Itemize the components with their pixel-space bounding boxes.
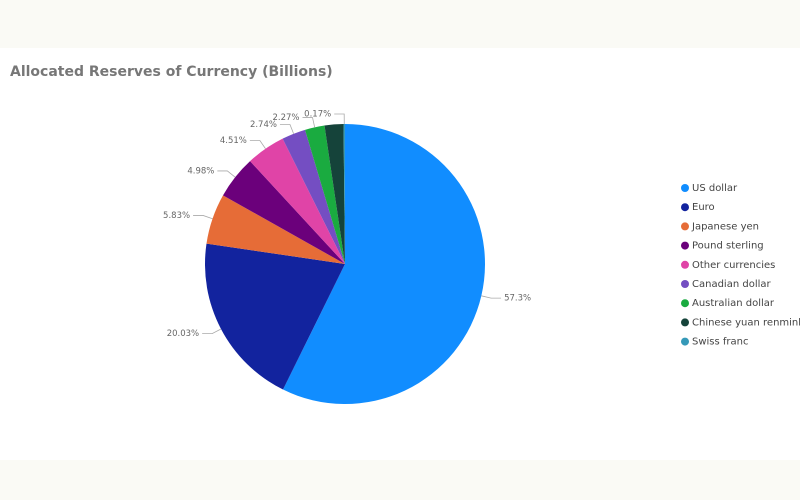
leader-line [202,328,222,335]
legend-marker [681,299,689,308]
data-label: 0.17% [304,110,331,120]
legend-marker [681,222,689,231]
legend-marker [681,280,689,288]
pie-slice [204,243,345,390]
legend-label: Pound sterling [692,241,764,252]
legend-label: Canadian dollar [692,279,771,290]
data-label: 2.74% [250,120,277,130]
pie-slice [223,161,345,264]
pie-slice [283,124,485,404]
chart-title: Allocated Reserves of Currency (Billions… [10,64,333,80]
data-label: 2.27% [272,113,299,123]
pie-slice [282,129,345,264]
leader-line [193,215,213,220]
leader-line [249,140,266,149]
leader-line [481,295,502,299]
pie-slice [250,138,345,264]
leader-line [217,170,236,178]
legend-marker [681,318,689,327]
data-label: 4.98% [187,166,214,176]
legend-marker [681,260,689,269]
legend-marker [681,337,689,346]
leader-line [334,113,345,125]
pie-slice [324,124,345,264]
data-label: 5.83% [163,211,190,221]
legend-label: US dollar [692,183,738,194]
legend-marker [681,241,689,250]
legend-marker [681,203,689,212]
data-label: 20.03% [167,329,199,339]
legend-label: Other currencies [692,260,775,271]
legend-label: Swiss franc [692,337,749,348]
leader-line [279,124,294,134]
legend-label: Euro [692,202,715,213]
pie-slice [206,195,345,264]
data-label: 57.3% [504,294,531,304]
legend-marker [681,184,689,192]
legend-label: Japanese yen [691,221,759,232]
data-label: 4.51% [220,136,247,146]
leader-line [302,117,316,128]
legend-label: Australian dollar [692,298,775,309]
pie-slice [343,124,345,264]
legend-label: Chinese yuan renminbi [692,317,800,328]
pie-slice [305,125,345,264]
